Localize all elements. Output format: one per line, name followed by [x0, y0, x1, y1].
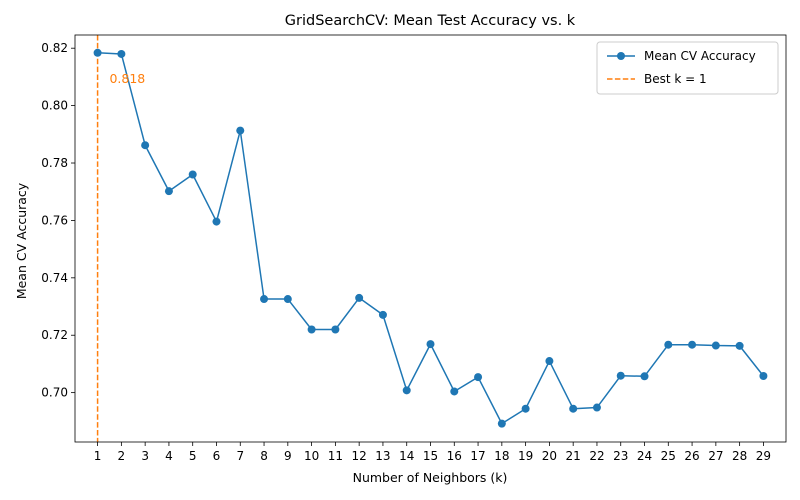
x-tick-label: 20	[542, 449, 557, 463]
chart-title: GridSearchCV: Mean Test Accuracy vs. k	[285, 13, 576, 29]
x-tick-label: 29	[756, 449, 771, 463]
y-tick-label: 0.74	[41, 271, 68, 285]
x-tick-label: 18	[494, 449, 509, 463]
x-tick-label: 7	[236, 449, 244, 463]
data-point	[759, 371, 768, 380]
data-point	[188, 170, 197, 179]
x-tick-label: 21	[566, 449, 581, 463]
x-tick-label: 19	[518, 449, 533, 463]
y-tick-label: 0.78	[41, 156, 68, 170]
legend-marker-swatch	[617, 52, 625, 60]
x-tick-label: 26	[684, 449, 699, 463]
x-tick-label: 12	[352, 449, 367, 463]
data-point	[402, 386, 411, 395]
best-score-annotation: 0.818	[109, 71, 145, 86]
x-tick-label: 4	[165, 449, 173, 463]
data-point	[260, 295, 269, 304]
data-point	[236, 126, 245, 135]
data-point	[378, 310, 387, 319]
x-tick-label: 25	[661, 449, 676, 463]
data-point	[141, 141, 150, 150]
data-point	[640, 372, 649, 381]
x-tick-label: 9	[284, 449, 292, 463]
x-tick-label: 17	[470, 449, 485, 463]
x-tick-label: 3	[141, 449, 149, 463]
y-tick-label: 0.82	[41, 41, 68, 55]
x-tick-label: 2	[118, 449, 126, 463]
x-tick-label: 10	[304, 449, 319, 463]
data-point	[307, 325, 316, 334]
data-point	[497, 419, 506, 428]
axes-frame	[74, 34, 787, 443]
y-tick-label: 0.72	[41, 328, 68, 342]
legend: Mean CV Accuracy Best k = 1	[596, 41, 779, 95]
data-point	[569, 404, 578, 413]
x-tick-label: 15	[423, 449, 438, 463]
plot-area: 1 2 3 4 5 6 7 8 9 10 11 12 13 14 15 16 17 18 19 20 21 22 23 24 2…	[41, 34, 787, 463]
data-point	[331, 325, 340, 334]
data-point	[521, 404, 530, 413]
x-tick-label: 23	[613, 449, 628, 463]
data-point	[93, 48, 102, 57]
data-point	[117, 49, 126, 58]
x-tick-label: 11	[328, 449, 343, 463]
data-point	[545, 357, 554, 366]
x-tick-label: 14	[399, 449, 414, 463]
x-tick-label: 8	[260, 449, 268, 463]
legend-label: Mean CV Accuracy	[644, 49, 756, 63]
x-tick-label: 24	[637, 449, 652, 463]
data-point	[426, 340, 435, 349]
x-axis-title: Number of Neighbors (k)	[353, 470, 508, 485]
data-point	[474, 373, 483, 382]
y-axis-title: Mean CV Accuracy	[14, 182, 29, 299]
data-point	[212, 217, 221, 226]
x-tick-label: 22	[589, 449, 604, 463]
data-point	[164, 187, 173, 196]
data-point	[711, 341, 720, 350]
y-tick-label: 0.76	[41, 213, 68, 227]
x-tick-label: 13	[375, 449, 390, 463]
data-point	[616, 371, 625, 380]
data-point	[355, 293, 364, 302]
y-tick-label: 0.80	[41, 99, 68, 113]
data-point	[450, 387, 459, 396]
x-tick-label: 28	[732, 449, 747, 463]
x-tick-label: 27	[708, 449, 723, 463]
x-tick-label: 16	[447, 449, 462, 463]
x-tick-label: 6	[213, 449, 221, 463]
y-tick-label: 0.70	[41, 386, 68, 400]
legend-box	[596, 41, 779, 95]
data-point	[664, 340, 673, 349]
x-tick-label: 5	[189, 449, 197, 463]
x-tick-label: 1	[94, 449, 102, 463]
data-point	[735, 341, 744, 350]
data-point	[592, 403, 601, 412]
data-point	[283, 295, 292, 304]
legend-label: Best k = 1	[644, 72, 707, 86]
data-point	[688, 340, 697, 349]
